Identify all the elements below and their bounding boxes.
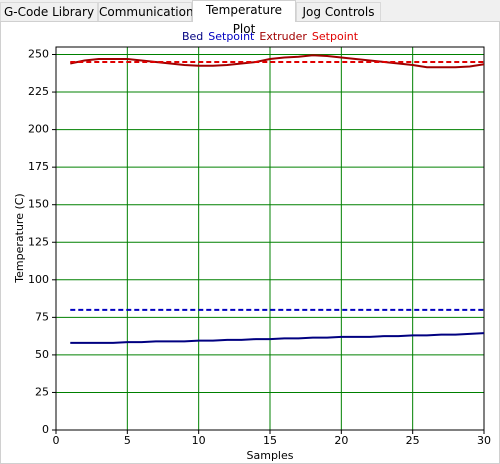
x-tick-label: 20 <box>334 434 348 447</box>
x-tick-label: 10 <box>192 434 206 447</box>
y-tick-label: 175 <box>28 160 49 173</box>
tab[interactable]: Jog Controls <box>296 2 381 21</box>
y-tick-label: 200 <box>28 123 49 136</box>
x-tick-label: 25 <box>406 434 420 447</box>
y-tick-label: 50 <box>35 348 49 361</box>
y-tick-label: 75 <box>35 310 49 323</box>
y-tick-label: 125 <box>28 235 49 248</box>
y-axis-title: Temperature (C) <box>13 193 26 283</box>
y-tick-label: 25 <box>35 385 49 398</box>
x-tick-label: 30 <box>477 434 491 447</box>
tab-bar: G-Code Library Communication Temperature P… <box>0 0 500 36</box>
legend-entry: Extruder <box>259 30 307 43</box>
tab[interactable]: Temperature Plot <box>192 0 296 36</box>
x-tick-label: 0 <box>53 434 60 447</box>
tab[interactable]: G-Code Library <box>0 2 98 21</box>
legend: Bed Setpoint Extruder Setpoint <box>182 30 359 43</box>
y-tick-label: 100 <box>28 273 49 286</box>
tab[interactable]: Communication <box>98 2 194 21</box>
y-tick-label: 250 <box>28 48 49 61</box>
legend-entry: Setpoint <box>312 30 359 43</box>
x-axis-title: Samples <box>247 449 294 462</box>
series-line <box>70 332 485 344</box>
y-tick-label: 150 <box>28 198 49 211</box>
plot-frame <box>55 46 485 431</box>
legend-entry: Setpoint <box>208 30 255 43</box>
y-tick-label: 0 <box>42 423 49 436</box>
y-tick-label: 225 <box>28 85 49 98</box>
x-tick-label: 15 <box>263 434 277 447</box>
series-line <box>70 54 485 69</box>
x-tick-label: 5 <box>124 434 131 447</box>
legend-entry: Bed <box>182 30 203 43</box>
